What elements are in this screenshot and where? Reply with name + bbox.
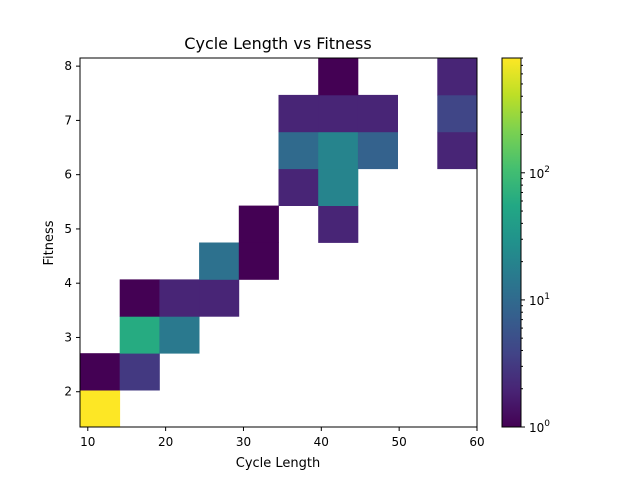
heatmap-cell xyxy=(80,390,121,428)
heatmap-cell xyxy=(318,58,359,96)
y-tick-label: 4 xyxy=(64,276,72,290)
x-tick-label: 40 xyxy=(314,435,329,449)
heatmap-cell xyxy=(238,205,279,243)
x-tick-label: 30 xyxy=(236,435,251,449)
x-axis: 10 20 30 40 50 60 xyxy=(80,427,485,449)
y-tick-label: 8 xyxy=(64,59,72,73)
heatmap-cell xyxy=(119,316,160,354)
y-tick-label: 2 xyxy=(64,385,72,399)
heatmap-cell xyxy=(318,168,359,206)
x-tick-label: 60 xyxy=(469,435,484,449)
y-tick-label: 6 xyxy=(64,168,72,182)
y-tick-label: 7 xyxy=(64,113,72,127)
heatmap-cell xyxy=(80,353,121,391)
heatmap-cell xyxy=(437,58,478,96)
heatmap-cell xyxy=(199,242,240,280)
colorbar-tick-label: 101 xyxy=(529,292,550,308)
heatmap-cell xyxy=(437,94,478,133)
heatmap-cell xyxy=(238,242,279,280)
heatmap-cells xyxy=(80,58,478,428)
heatmap-cell xyxy=(357,94,398,133)
colorbar-tick-label: 102 xyxy=(529,165,550,181)
plot-frame xyxy=(79,57,478,428)
heatmap-cell xyxy=(318,205,359,243)
chart-title: Cycle Length vs Fitness xyxy=(184,34,371,53)
colorbar xyxy=(501,57,522,428)
heatmap-cell xyxy=(159,279,200,317)
x-tick-label: 20 xyxy=(158,435,173,449)
heatmap-cell xyxy=(278,168,319,206)
y-axis: 2 3 4 5 6 7 8 xyxy=(64,59,80,399)
heatmap-cell xyxy=(199,279,240,317)
heatmap-cell xyxy=(278,94,319,133)
heatmap-cell xyxy=(119,279,160,317)
colorbar-axis: 100 101 102 xyxy=(521,57,550,435)
heatmap-cell xyxy=(318,94,359,133)
x-axis-label: Cycle Length xyxy=(236,456,321,471)
x-tick-label: 10 xyxy=(80,435,95,449)
heatmap-cell xyxy=(357,131,398,170)
heatmap-cell xyxy=(437,131,478,170)
y-tick-label: 3 xyxy=(64,330,72,344)
heatmap-cell xyxy=(278,131,319,170)
heatmap-cell xyxy=(318,131,359,170)
y-axis-label: Fitness xyxy=(42,220,57,265)
y-tick-label: 5 xyxy=(64,222,72,236)
colorbar-tick-label: 100 xyxy=(529,419,550,435)
heatmap-cell xyxy=(119,353,160,391)
heatmap-cell xyxy=(159,316,200,354)
x-tick-label: 50 xyxy=(392,435,407,449)
